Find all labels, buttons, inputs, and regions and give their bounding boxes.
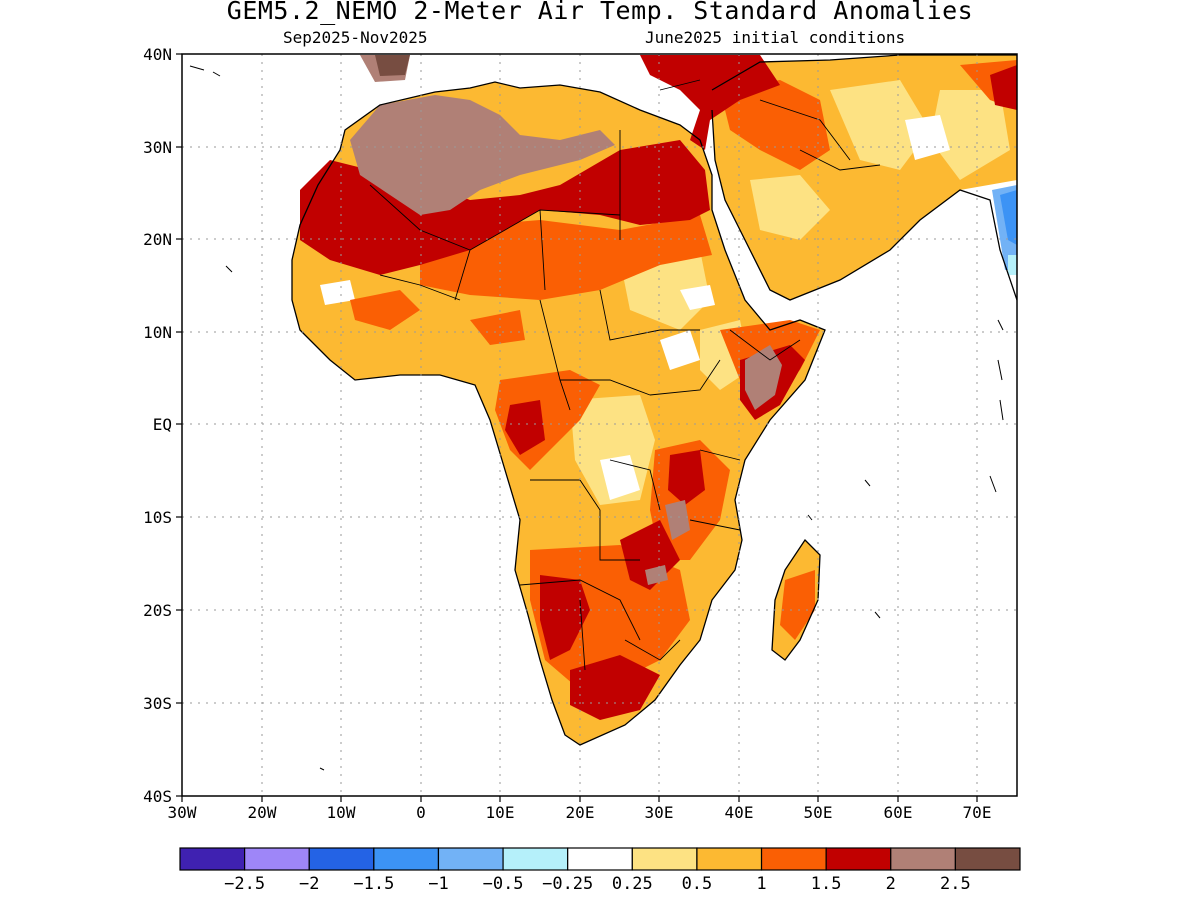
map-frame — [181, 53, 1018, 797]
colorbar-label: −2.5 — [224, 874, 265, 894]
colorbar-label: −2 — [299, 874, 319, 894]
lon-label: 60E — [884, 803, 913, 822]
lon-label: 10W — [327, 803, 356, 822]
colorbar-label: 2 — [886, 874, 896, 894]
lat-label: 20S — [143, 601, 172, 620]
colorbar-swatch — [954, 847, 1021, 871]
colorbar-label: −1.5 — [353, 874, 394, 894]
islands — [189, 65, 1004, 771]
lon-label: 30W — [168, 803, 197, 822]
colorbar-label: −0.25 — [542, 874, 593, 894]
colorbar-label: 0.5 — [682, 874, 713, 894]
colorbar-swatch — [760, 847, 827, 871]
colorbar-swatch — [567, 847, 633, 871]
colorbar-label: −1 — [428, 874, 448, 894]
colorbar-swatch — [696, 847, 763, 871]
colorbar-label: 0.25 — [612, 874, 653, 894]
colorbar-swatch — [502, 847, 569, 871]
lon-label: 20W — [248, 803, 277, 822]
lon-label: 20E — [566, 803, 595, 822]
map-field — [189, 54, 1017, 771]
lat-label: EQ — [153, 415, 172, 434]
forecast-period: Sep2025-Nov2025 — [283, 28, 428, 47]
colorbar-swatch — [179, 847, 246, 871]
lat-label: 10S — [143, 508, 172, 527]
lat-label: 30N — [143, 138, 172, 157]
map-title: GEM5.2_NEMO 2-Meter Air Temp. Standard A… — [226, 0, 974, 25]
colorbar-swatch — [244, 847, 310, 871]
colorbar-label: 1.5 — [811, 874, 842, 894]
colorbar-swatch — [373, 847, 440, 871]
lat-axis: 40N 30N 20N 10N EQ 10S 20S 30S 40S — [143, 45, 172, 806]
colorbar-swatch — [890, 847, 956, 871]
colorbar-label: 2.5 — [940, 874, 971, 894]
colorbar-label: 1 — [756, 874, 766, 894]
colorbar-swatch — [308, 847, 375, 871]
lon-label: 50E — [804, 803, 833, 822]
lat-label: 10N — [143, 323, 172, 342]
colorbar: −2.5 −2 −1.5 −1 −0.5 −0.25 0.25 0.5 1 1.5 2 2.5 — [179, 847, 1021, 894]
colorbar-label: −0.5 — [483, 874, 524, 894]
lon-label: 70E — [963, 803, 992, 822]
colorbar-swatch — [437, 847, 504, 871]
colorbar-swatch — [631, 847, 698, 871]
lon-label: 40E — [725, 803, 754, 822]
lon-axis: 30W 20W 10W 0 10E 20E 30E 40E 50E 60E 70… — [168, 803, 992, 822]
lon-label: 30E — [645, 803, 674, 822]
colorbar-swatch — [825, 847, 892, 871]
lon-label: 10E — [486, 803, 515, 822]
gridlines — [182, 54, 1017, 796]
coastlines — [291, 54, 1017, 746]
lat-label: 30S — [143, 694, 172, 713]
lon-label: 0 — [416, 803, 426, 822]
initial-conditions: June2025 initial conditions — [645, 28, 906, 47]
lat-label: 40N — [143, 45, 172, 64]
lat-label: 20N — [143, 230, 172, 249]
country-borders — [369, 79, 881, 671]
lat-label: 40S — [143, 787, 172, 806]
axis-ticks — [176, 53, 978, 802]
